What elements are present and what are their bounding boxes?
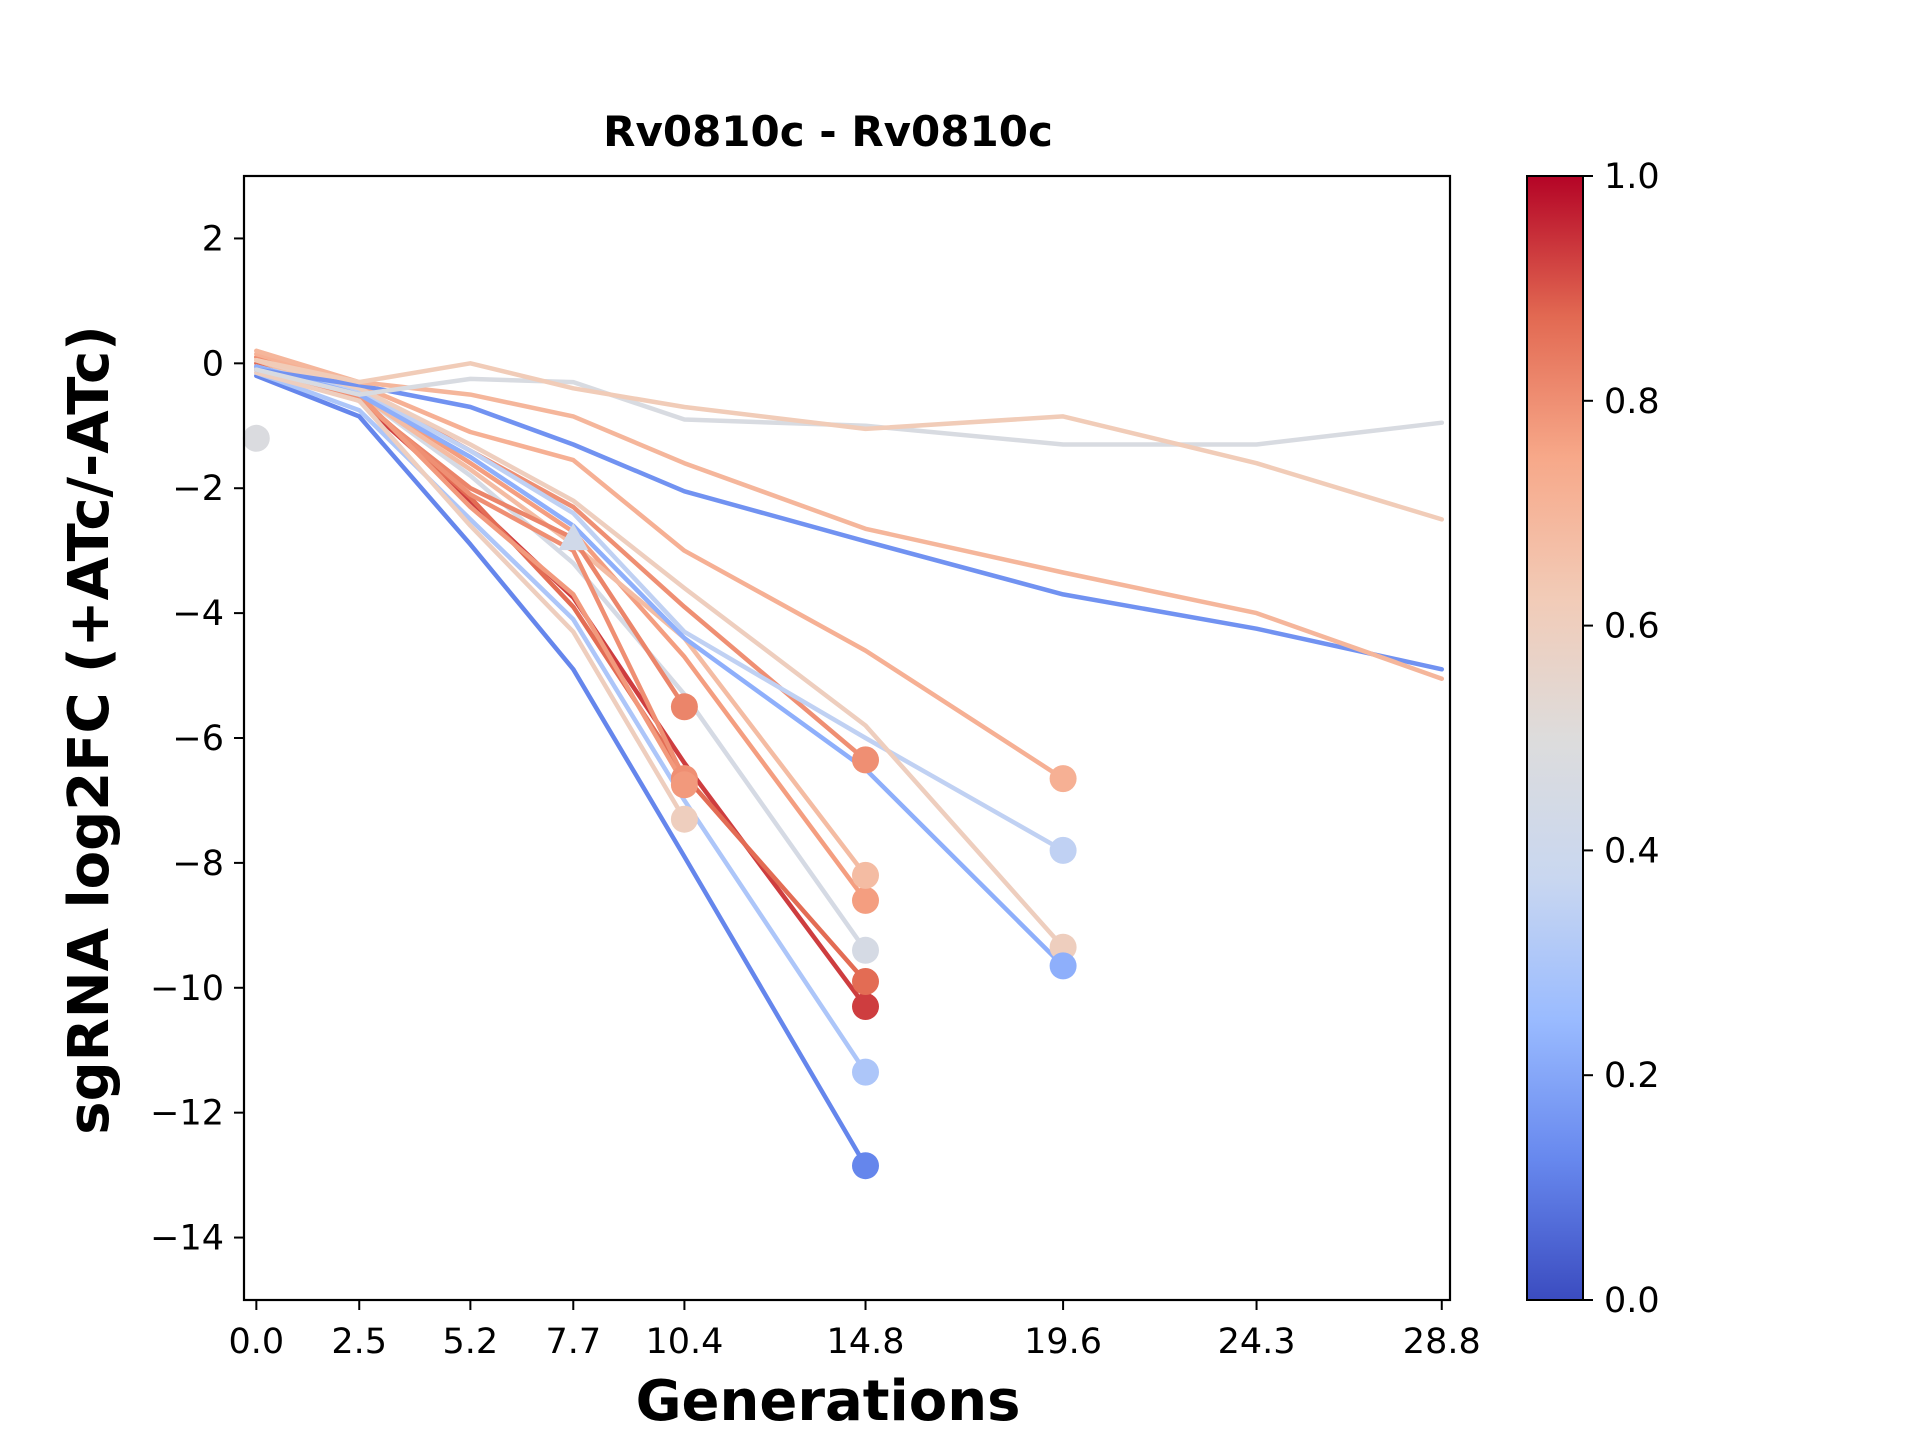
x-tick-label: 14.8	[827, 1322, 905, 1362]
series-end-point-1	[852, 1152, 879, 1180]
series-end-point-13	[1049, 765, 1077, 793]
series-end-point-14	[1049, 836, 1077, 864]
colorbar-axis: 0.0 0.2 0.4 0.6 0.8 1.0	[1583, 157, 1660, 1321]
series-end-point-11	[670, 771, 698, 799]
series-line-12	[254, 370, 687, 822]
series-end-point-8	[852, 746, 879, 774]
series-end-point-4	[852, 968, 879, 995]
x-tick-label: 28.8	[1403, 1322, 1481, 1362]
extra-point-1	[242, 424, 270, 452]
colorbar-tick-label: 1.0	[1604, 157, 1660, 197]
y-tick-label: −8	[172, 844, 224, 884]
chart-title: Rv0810c - Rv0810c	[603, 107, 1053, 156]
y-tick-label: 0	[202, 344, 224, 384]
series-end-point-3	[852, 993, 879, 1020]
series-line-17	[254, 367, 1445, 672]
marker-layer	[242, 424, 1077, 1180]
series-line-15	[254, 357, 1066, 950]
series-line-20	[254, 357, 1445, 522]
colorbar	[1526, 175, 1584, 1301]
x-axis-title: Generations	[636, 1369, 1021, 1434]
series-end-point-7	[852, 861, 879, 889]
x-tick-label: 10.4	[645, 1322, 723, 1362]
y-tick-label: −2	[172, 469, 224, 509]
x-tick-label: 24.3	[1218, 1322, 1296, 1362]
series-end-point-12	[670, 805, 698, 833]
series-line-19	[254, 367, 1445, 447]
series-line-14	[254, 364, 1066, 853]
y-axis-title: sgRNA log2FC (+ATc/-ATc)	[57, 325, 122, 1135]
x-tick-label: 19.6	[1024, 1322, 1102, 1362]
y-tick-label: −12	[150, 1094, 224, 1134]
y-axis: 2 0 −2 −4 −6 −8 −10 −12 −14	[150, 219, 244, 1259]
series-line-2	[254, 370, 868, 1075]
series-line-18	[254, 348, 1445, 681]
y-tick-label: 2	[202, 219, 224, 259]
colorbar-tick-label: 0.2	[1604, 1056, 1660, 1096]
triangle-marker	[558, 523, 589, 551]
series-end-point-6	[852, 886, 879, 914]
x-tick-label: 5.2	[443, 1322, 499, 1362]
x-tick-label: 7.7	[545, 1322, 601, 1362]
series-end-point-16	[1049, 952, 1077, 980]
x-tick-label: 0.0	[229, 1322, 285, 1362]
y-tick-label: −10	[150, 969, 224, 1009]
y-tick-label: −14	[150, 1219, 224, 1259]
series-end-point-9	[670, 693, 698, 721]
colorbar-tick-label: 0.6	[1604, 607, 1660, 647]
series-end-point-15	[1049, 933, 1077, 961]
y-tick-label: −4	[172, 594, 224, 634]
series-line-1	[254, 373, 868, 1168]
colorbar-tick-label: 0.0	[1604, 1281, 1660, 1321]
series-end-point-2	[852, 1058, 879, 1086]
colorbar-tick-label: 0.4	[1604, 831, 1660, 871]
x-tick-label: 2.5	[331, 1322, 387, 1362]
y-tick-label: −6	[172, 719, 224, 759]
colorbar-tick-label: 0.8	[1604, 382, 1660, 422]
x-axis: 0.0 2.5 5.2 7.7 10.4 14.8 19.6 24.3 28.8	[229, 1300, 1481, 1362]
series-layer	[254, 348, 1445, 1168]
series-end-point-5	[852, 936, 879, 964]
